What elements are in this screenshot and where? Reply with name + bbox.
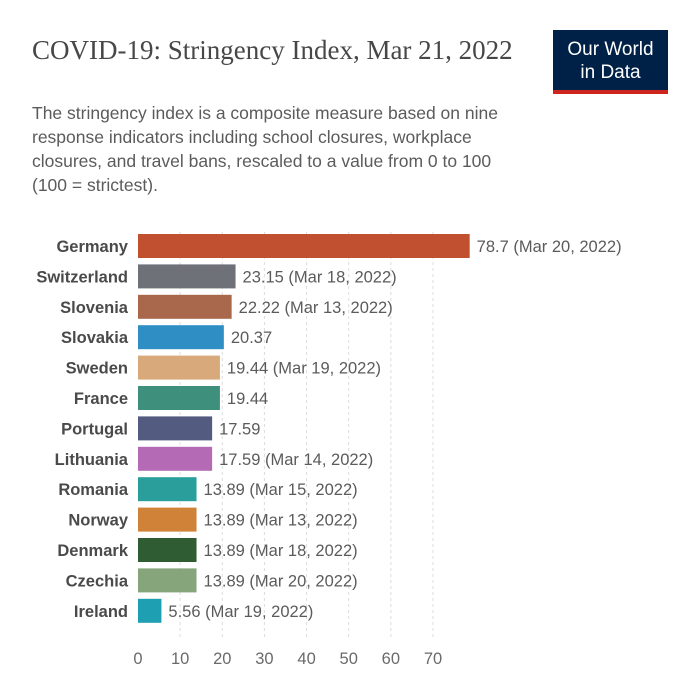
bar-denmark[interactable] [138,538,197,562]
bar-slovakia[interactable] [138,325,224,350]
bar-ireland[interactable] [138,598,162,623]
value-label-ireland: 5.56 (Mar 19, 2022) [168,603,313,621]
category-label-france: France [74,390,128,408]
category-label-norway: Norway [68,512,128,530]
value-label-czechia: 13.89 (Mar 20, 2022) [204,572,358,590]
bar-czechia[interactable] [138,568,197,593]
category-label-romania: Romania [58,481,129,499]
bar-slovenia[interactable] [138,294,232,319]
logo-line-1: Our World [567,39,654,60]
category-label-germany: Germany [56,238,128,256]
bar-chart: Germany 78.7 (Mar 20, 2022) Switzerland 23.… [36,232,622,668]
x-tick-10: 10 [171,650,189,668]
x-tick-40: 40 [297,650,315,668]
x-tick-50: 50 [340,650,358,668]
value-label-romania: 13.89 (Mar 15, 2022) [204,481,358,499]
value-label-denmark: 13.89 (Mar 18, 2022) [204,542,358,560]
bar-romania[interactable] [138,477,197,502]
bar-sweden[interactable] [138,355,220,380]
category-label-lithuania: Lithuania [55,451,129,469]
bar-lithuania[interactable] [138,446,213,471]
value-label-norway: 13.89 (Mar 13, 2022) [204,512,358,530]
owid-logo[interactable]: Our World in Data [553,30,668,94]
chart-subtitle: The stringency index is a composite meas… [32,103,498,195]
category-label-slovenia: Slovenia [60,299,129,317]
bar-portugal[interactable] [138,416,213,441]
value-label-switzerland: 23.15 (Mar 18, 2022) [243,268,397,286]
category-label-czechia: Czechia [66,572,129,590]
x-tick-30: 30 [255,650,273,668]
chart-title: COVID-19: Stringency Index, Mar 21, 2022 [32,35,513,65]
value-label-lithuania: 17.59 (Mar 14, 2022) [219,451,373,469]
x-tick-0: 0 [133,650,142,668]
category-label-slovakia: Slovakia [61,329,129,347]
x-tick-70: 70 [424,650,442,668]
logo-line-2: in Data [580,62,641,83]
value-label-slovakia: 20.37 [231,329,272,347]
value-label-sweden: 19.44 (Mar 19, 2022) [227,360,381,378]
category-label-denmark: Denmark [57,542,128,560]
bar-germany[interactable] [138,234,470,258]
bar-switzerland[interactable] [138,264,236,289]
x-tick-20: 20 [213,650,231,668]
category-label-sweden: Sweden [66,360,128,378]
category-label-ireland: Ireland [74,603,128,621]
value-label-germany: 78.7 (Mar 20, 2022) [477,238,622,256]
x-tick-60: 60 [382,650,400,668]
bar-norway[interactable] [138,507,197,532]
bar-france[interactable] [138,386,220,410]
value-label-slovenia: 22.22 (Mar 13, 2022) [239,299,393,317]
value-label-portugal: 17.59 [219,420,260,438]
value-label-france: 19.44 [227,390,268,408]
category-label-switzerland: Switzerland [36,268,128,286]
category-label-portugal: Portugal [61,420,128,438]
